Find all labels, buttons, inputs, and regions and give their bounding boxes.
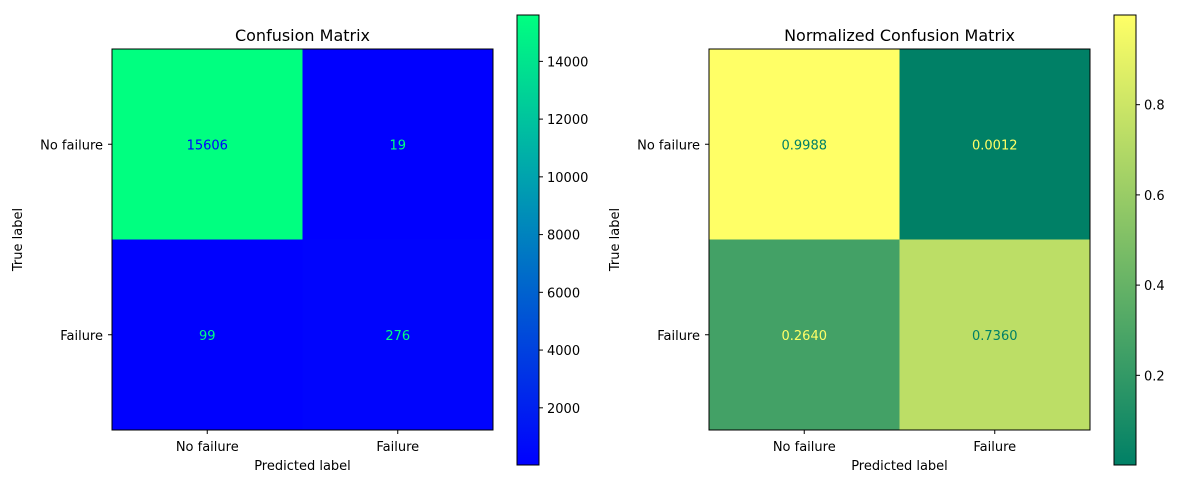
colorbar-tick-label: 14000 bbox=[547, 55, 588, 70]
cell-label: 0.2640 bbox=[782, 329, 828, 344]
y-axis-label: True label bbox=[608, 208, 623, 272]
x-tick-label: Failure bbox=[376, 440, 419, 455]
y-tick-label: No failure bbox=[40, 138, 103, 153]
y-tick-label: No failure bbox=[637, 138, 700, 153]
colorbar-tick-label: 10000 bbox=[547, 171, 588, 186]
colorbar-tick-label: 0.4 bbox=[1144, 279, 1165, 294]
heatmap-cell bbox=[302, 239, 493, 430]
x-tick-label: Failure bbox=[973, 440, 1016, 455]
chart-title: Normalized Confusion Matrix bbox=[784, 26, 1015, 45]
colorbar-tick-label: 6000 bbox=[547, 286, 580, 301]
heatmap-cell bbox=[709, 49, 900, 240]
cell-label: 19 bbox=[389, 138, 406, 153]
heatmap-cell bbox=[709, 239, 900, 430]
x-tick-label: No failure bbox=[773, 440, 836, 455]
cell-label: 276 bbox=[385, 329, 410, 344]
colorbar-tick-label: 2000 bbox=[547, 402, 580, 417]
colorbar-tick-label: 8000 bbox=[547, 229, 580, 244]
cell-label: 99 bbox=[199, 329, 216, 344]
x-axis-label: Predicted label bbox=[851, 459, 948, 474]
heatmap-cell bbox=[302, 49, 493, 240]
colorbar-tick-label: 4000 bbox=[547, 344, 580, 359]
heatmap-cell bbox=[899, 49, 1090, 240]
y-axis-label: True label bbox=[11, 208, 26, 272]
heatmap-cell bbox=[899, 239, 1090, 430]
cell-label: 0.9988 bbox=[782, 138, 828, 153]
y-tick-label: Failure bbox=[657, 329, 700, 344]
axes-frame bbox=[708, 48, 1091, 431]
colorbar-tick-label: 12000 bbox=[547, 113, 588, 128]
x-axis-label: Predicted label bbox=[254, 459, 351, 474]
axes-frame bbox=[111, 48, 494, 431]
chart-2: 0.9988 0.0012 0.2640 0.7360 Normalized Confu… bbox=[608, 14, 1165, 474]
cell-label: 0.7360 bbox=[972, 329, 1018, 344]
chart-title: Confusion Matrix bbox=[235, 26, 370, 45]
y-tick-label: Failure bbox=[60, 329, 103, 344]
chart-1: 15606 19 99 276 Confusion Matrix No failure Fa… bbox=[11, 14, 588, 474]
colorbar-tick-label: 0.2 bbox=[1144, 369, 1165, 384]
cell-label: 15606 bbox=[187, 138, 228, 153]
heatmap-cell bbox=[112, 239, 303, 430]
colorbar bbox=[516, 14, 540, 466]
colorbar-tick-label: 0.8 bbox=[1144, 99, 1165, 114]
colorbar-tick-label: 0.6 bbox=[1144, 189, 1165, 204]
heatmap-cell bbox=[112, 49, 303, 240]
x-tick-label: No failure bbox=[176, 440, 239, 455]
colorbar bbox=[1113, 14, 1137, 466]
cell-label: 0.0012 bbox=[972, 138, 1018, 153]
